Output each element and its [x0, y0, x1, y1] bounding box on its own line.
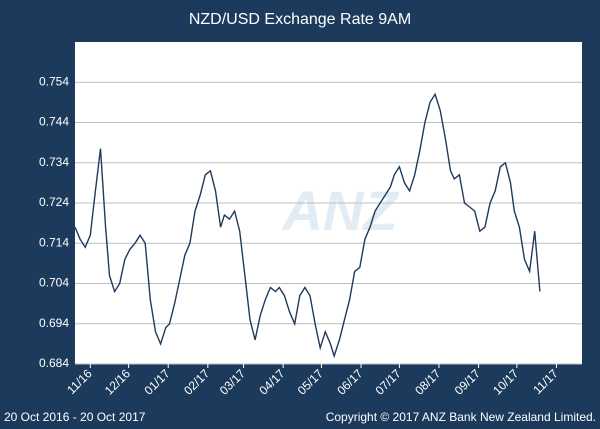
- y-tick-label: 0.754: [39, 74, 69, 88]
- y-tick-label: 0.714: [39, 235, 69, 249]
- y-tick-label: 0.724: [39, 195, 69, 209]
- y-tick-label: 0.694: [39, 316, 69, 330]
- y-tick-label: 0.744: [39, 115, 69, 129]
- chart-title: NZD/USD Exchange Rate 9AM: [189, 11, 411, 28]
- copyright: Copyright © 2017 ANZ Bank New Zealand Li…: [326, 410, 596, 424]
- y-tick-label: 0.734: [39, 155, 69, 169]
- watermark: ANZ: [280, 179, 399, 242]
- date-range: 20 Oct 2016 - 20 Oct 2017: [4, 410, 146, 424]
- y-tick-label: 0.704: [39, 276, 69, 290]
- line: [74, 92, 541, 359]
- y-tick-label: 0.684: [39, 356, 69, 370]
